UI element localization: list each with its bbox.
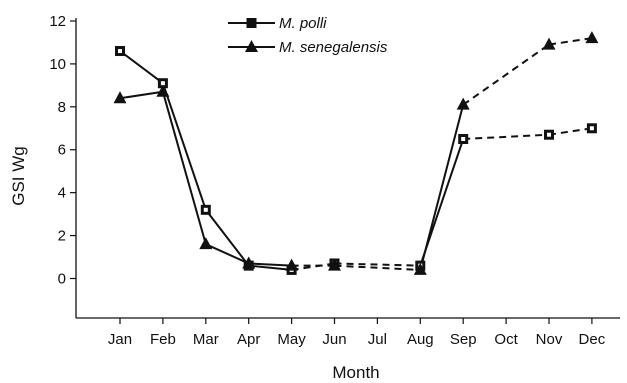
marker-triangle-aug <box>413 262 427 275</box>
y-tick-label: 8 <box>58 99 66 116</box>
series-0-segment <box>119 50 164 85</box>
marker-triangle-may <box>285 258 299 271</box>
series-0-segment <box>161 82 207 211</box>
series-1-segment <box>334 264 421 271</box>
marker-square-center <box>461 137 466 142</box>
y-tick-label: 2 <box>58 228 66 245</box>
marker-square-mar <box>200 204 211 215</box>
legend-marker-square <box>246 18 257 28</box>
marker-square-nov <box>544 129 554 140</box>
y-tick-label: 4 <box>58 185 66 202</box>
y-tick-label: 10 <box>49 56 66 73</box>
series-1-segment <box>205 243 250 265</box>
marker-square-feb <box>157 78 168 89</box>
series-markers <box>113 31 599 275</box>
x-tick-label: Oct <box>494 331 518 348</box>
x-axis-ticks: Jan Feb Mar Apr May Jun Jul Aug Sep Oct Nov Dec <box>108 318 606 348</box>
x-tick-label: Apr <box>237 331 260 348</box>
x-tick-label: Nov <box>536 331 563 348</box>
marker-square-center <box>589 126 594 131</box>
y-tick-label: 6 <box>58 142 66 159</box>
series-0-segment <box>334 262 421 267</box>
legend-item-m-polli: M. polli <box>228 15 327 32</box>
series-0-segment <box>291 262 335 271</box>
legend-item-m-senegalensis: M. senegalensis <box>228 39 388 56</box>
legend-label-m-polli: M. polli <box>279 15 327 32</box>
x-tick-label: May <box>277 331 306 348</box>
marker-square-center <box>118 49 122 54</box>
series-1-segment <box>419 104 465 271</box>
legend-marker-triangle <box>245 40 258 52</box>
marker-triangle-dec <box>585 31 599 44</box>
series-1-segment <box>248 262 292 267</box>
x-tick-label: Feb <box>150 331 176 348</box>
x-tick-label: Mar <box>193 331 219 348</box>
marker-square-dec <box>586 123 597 134</box>
y-tick-label: 12 <box>49 13 66 30</box>
series-1-segment <box>161 91 207 245</box>
x-tick-label: Dec <box>579 331 606 348</box>
x-tick-label: Sep <box>450 331 477 348</box>
marker-square-center <box>160 81 165 86</box>
marker-square-center <box>203 207 208 212</box>
marker-triangle-jan <box>113 91 127 104</box>
y-axis-title: GSI Wg <box>9 146 28 206</box>
series-0-segment <box>205 209 250 267</box>
series-0-segment <box>548 127 593 136</box>
legend: M. polli M. senegalensis <box>228 15 388 56</box>
y-axis-ticks: 0 2 4 6 8 10 12 <box>49 13 76 288</box>
marker-triangle-feb <box>156 84 170 97</box>
series-lines <box>119 37 593 271</box>
series-1-segment <box>462 43 550 106</box>
series-1-segment <box>548 37 593 46</box>
marker-square-sep <box>458 134 469 145</box>
x-tick-label: Aug <box>407 331 434 348</box>
x-tick-label: Jan <box>108 331 132 348</box>
legend-label-m-senegalensis: M. senegalensis <box>279 39 388 56</box>
marker-triangle-jun <box>328 258 341 271</box>
x-axis-title: Month <box>332 363 379 382</box>
axes <box>75 18 620 319</box>
y-tick-label: 0 <box>58 271 66 288</box>
marker-square-center <box>547 132 551 137</box>
x-tick-label: Jul <box>368 331 387 348</box>
marker-triangle-sep <box>456 97 470 110</box>
marker-triangle-nov <box>542 37 556 50</box>
x-tick-label: Jun <box>322 331 346 348</box>
marker-square-jan <box>115 46 125 57</box>
marker-triangle-apr <box>242 256 256 269</box>
series-0-segment <box>248 264 292 271</box>
marker-triangle-mar <box>199 237 213 250</box>
series-0-segment <box>463 133 550 141</box>
series-1-segment <box>119 90 164 100</box>
